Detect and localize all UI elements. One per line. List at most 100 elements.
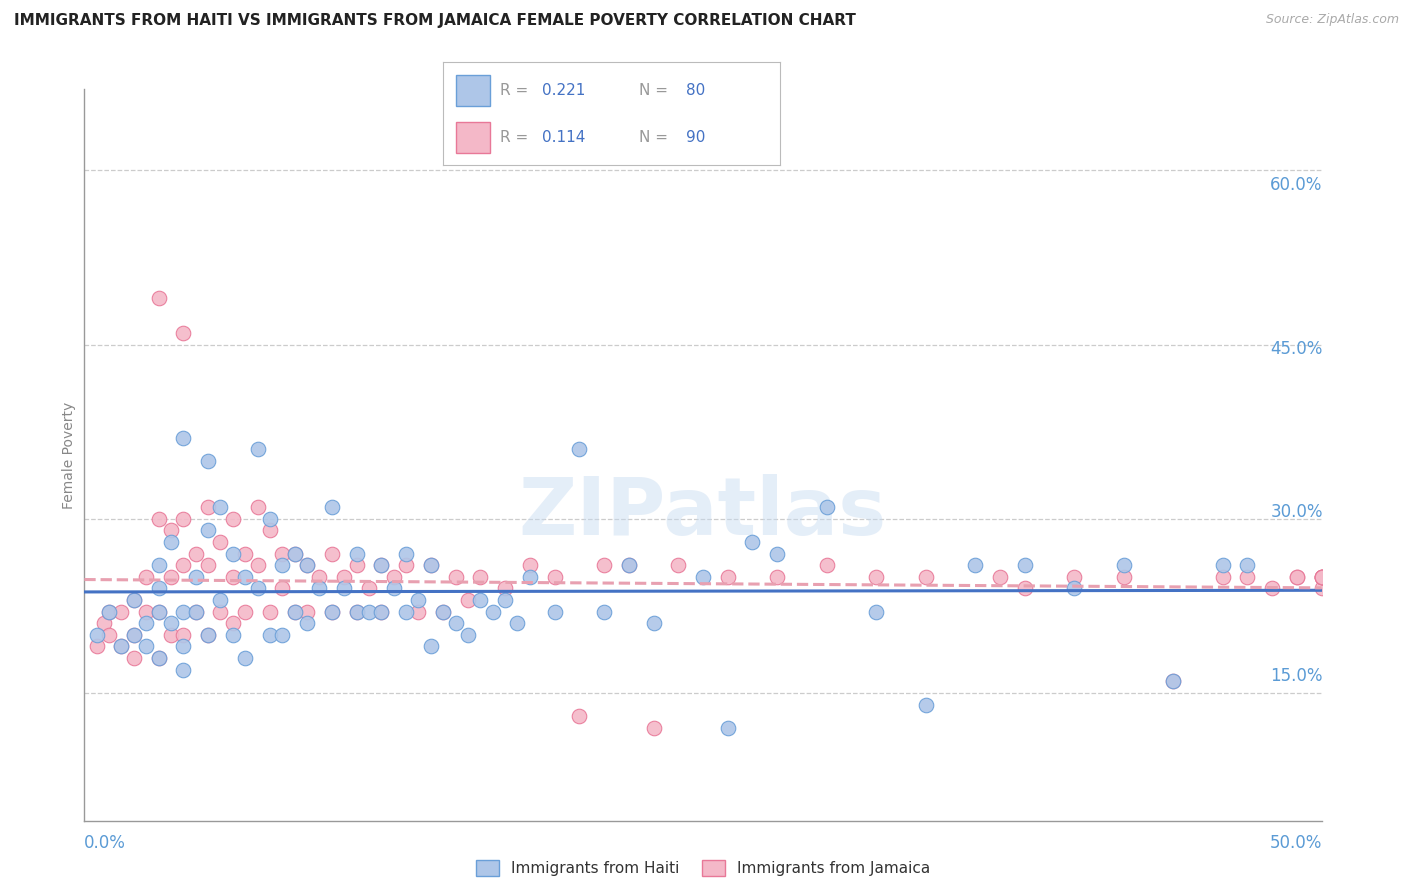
Point bbox=[252, 591, 274, 605]
Point bbox=[534, 569, 557, 583]
Point bbox=[231, 503, 253, 517]
Point bbox=[231, 569, 253, 583]
Point bbox=[284, 591, 307, 605]
Point bbox=[274, 449, 297, 463]
Point bbox=[240, 514, 263, 528]
Point bbox=[1189, 558, 1212, 572]
Point bbox=[252, 329, 274, 343]
Point bbox=[274, 612, 297, 626]
Point bbox=[405, 536, 427, 550]
Point bbox=[818, 492, 841, 507]
Point bbox=[240, 601, 263, 615]
Text: 0.114: 0.114 bbox=[543, 130, 586, 145]
Point bbox=[231, 296, 253, 310]
Point bbox=[263, 536, 285, 550]
Point bbox=[219, 558, 242, 572]
Point bbox=[1254, 558, 1277, 572]
Bar bbox=[457, 122, 491, 153]
Point bbox=[1036, 558, 1059, 572]
Point bbox=[447, 536, 470, 550]
Legend: Immigrants from Haiti, Immigrants from Jamaica: Immigrants from Haiti, Immigrants from J… bbox=[486, 823, 955, 852]
Point bbox=[318, 569, 340, 583]
Point bbox=[307, 591, 329, 605]
Point bbox=[415, 591, 437, 605]
Point bbox=[502, 612, 524, 626]
Point bbox=[1123, 656, 1146, 670]
Point bbox=[405, 591, 427, 605]
Text: Source: ZipAtlas.com: Source: ZipAtlas.com bbox=[1265, 13, 1399, 27]
Point bbox=[295, 601, 318, 615]
Point bbox=[1232, 558, 1256, 572]
Point bbox=[263, 591, 285, 605]
Point bbox=[862, 591, 884, 605]
Point bbox=[318, 547, 340, 561]
Point bbox=[328, 591, 350, 605]
Point bbox=[328, 503, 350, 517]
Point bbox=[513, 558, 536, 572]
Point bbox=[1123, 656, 1146, 670]
Point bbox=[360, 547, 382, 561]
Point bbox=[231, 547, 253, 561]
Point bbox=[775, 558, 797, 572]
Point bbox=[263, 591, 285, 605]
Point bbox=[274, 492, 297, 507]
Point bbox=[231, 591, 253, 605]
Point bbox=[382, 591, 405, 605]
Point bbox=[949, 547, 972, 561]
Point bbox=[1254, 558, 1277, 572]
Point bbox=[197, 624, 219, 638]
Point bbox=[231, 591, 253, 605]
Point bbox=[405, 591, 427, 605]
Point bbox=[295, 558, 318, 572]
Point bbox=[219, 624, 242, 638]
Point bbox=[371, 558, 394, 572]
Point bbox=[666, 601, 689, 615]
Point bbox=[1254, 569, 1277, 583]
Point bbox=[339, 536, 361, 550]
Point bbox=[360, 547, 382, 561]
Point bbox=[621, 591, 644, 605]
Point bbox=[176, 624, 198, 638]
Point bbox=[318, 492, 340, 507]
Point bbox=[208, 634, 231, 648]
Point bbox=[350, 591, 373, 605]
Point bbox=[905, 558, 928, 572]
Point bbox=[176, 612, 198, 626]
Text: ZIPatlas: ZIPatlas bbox=[537, 467, 904, 544]
Point bbox=[1080, 558, 1102, 572]
Point bbox=[339, 612, 361, 626]
Point bbox=[360, 601, 382, 615]
Point bbox=[1036, 569, 1059, 583]
Point bbox=[318, 438, 340, 452]
Point bbox=[754, 525, 776, 540]
Point bbox=[492, 558, 515, 572]
Point bbox=[502, 580, 524, 594]
Point bbox=[252, 624, 274, 638]
Point bbox=[339, 569, 361, 583]
Point bbox=[458, 580, 481, 594]
Point bbox=[231, 634, 253, 648]
Point bbox=[437, 569, 460, 583]
Point bbox=[360, 591, 382, 605]
Point bbox=[208, 612, 231, 626]
Point bbox=[993, 569, 1015, 583]
Point bbox=[186, 591, 209, 605]
Point bbox=[252, 612, 274, 626]
Point bbox=[470, 547, 492, 561]
Point bbox=[307, 536, 329, 550]
Point bbox=[382, 536, 405, 550]
Point bbox=[426, 591, 449, 605]
Point bbox=[328, 514, 350, 528]
Point bbox=[1211, 569, 1233, 583]
Point bbox=[284, 492, 307, 507]
Text: R =: R = bbox=[501, 130, 533, 145]
Point bbox=[284, 525, 307, 540]
Point bbox=[426, 547, 449, 561]
Point bbox=[557, 558, 579, 572]
Point bbox=[621, 547, 644, 561]
Point bbox=[382, 591, 405, 605]
Point bbox=[307, 558, 329, 572]
Point bbox=[579, 591, 602, 605]
Point bbox=[731, 699, 754, 714]
Point bbox=[905, 678, 928, 692]
